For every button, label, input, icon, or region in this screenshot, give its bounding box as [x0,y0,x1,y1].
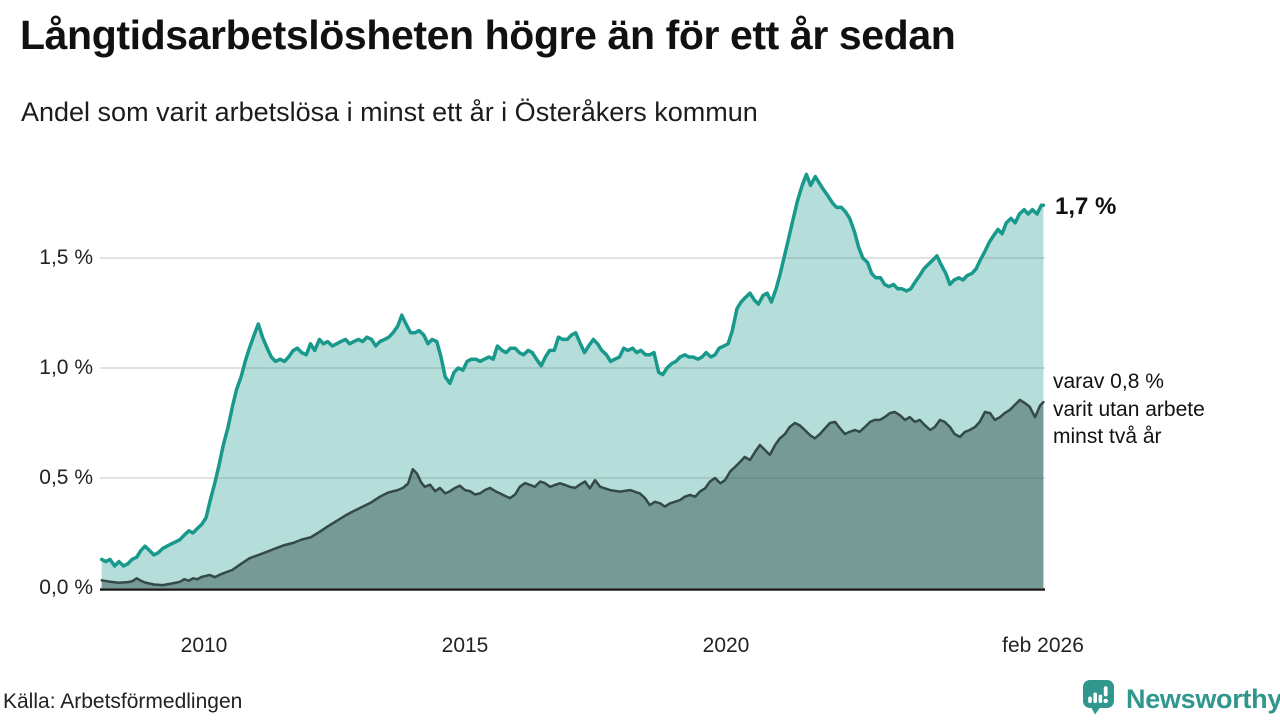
x-axis-tick-2010: 2010 [180,634,228,657]
page-title: Långtidsarbetslösheten högre än för ett … [20,12,956,58]
x-axis-tick-2020: 2020 [702,634,750,657]
x-axis-tick-2015: 2015 [441,634,489,657]
y-axis-tick-1-0: 1,0 % [39,356,93,379]
page-subtitle: Andel som varit arbetslösa i minst ett å… [21,97,758,127]
newsworthy-logo-text: Newsworthy [1126,683,1280,714]
y-axis-tick-1-5: 1,5 % [39,246,93,269]
x-axis-tick-feb-2026: feb 2026 [1002,634,1084,657]
newsworthy-logo: Newsworthy [1082,679,1280,720]
y-axis-tick-0-5: 0,5 % [39,466,93,489]
newsworthy-bubble-chart-icon [1082,679,1118,720]
annotation-line-3: minst två år [1053,425,1162,448]
y-axis-tick-0-0: 0,0 % [39,576,93,599]
series-end-value-label: 1,7 % [1055,193,1117,220]
source-note: Källa: Arbetsförmedlingen [3,690,243,713]
annotation-line-1: varav 0,8 % [1053,370,1164,393]
annotation-line-2: varit utan arbete [1053,397,1205,421]
secondary-series-annotation: varav 0,8 % varit utan arbete minst två … [1053,368,1205,451]
